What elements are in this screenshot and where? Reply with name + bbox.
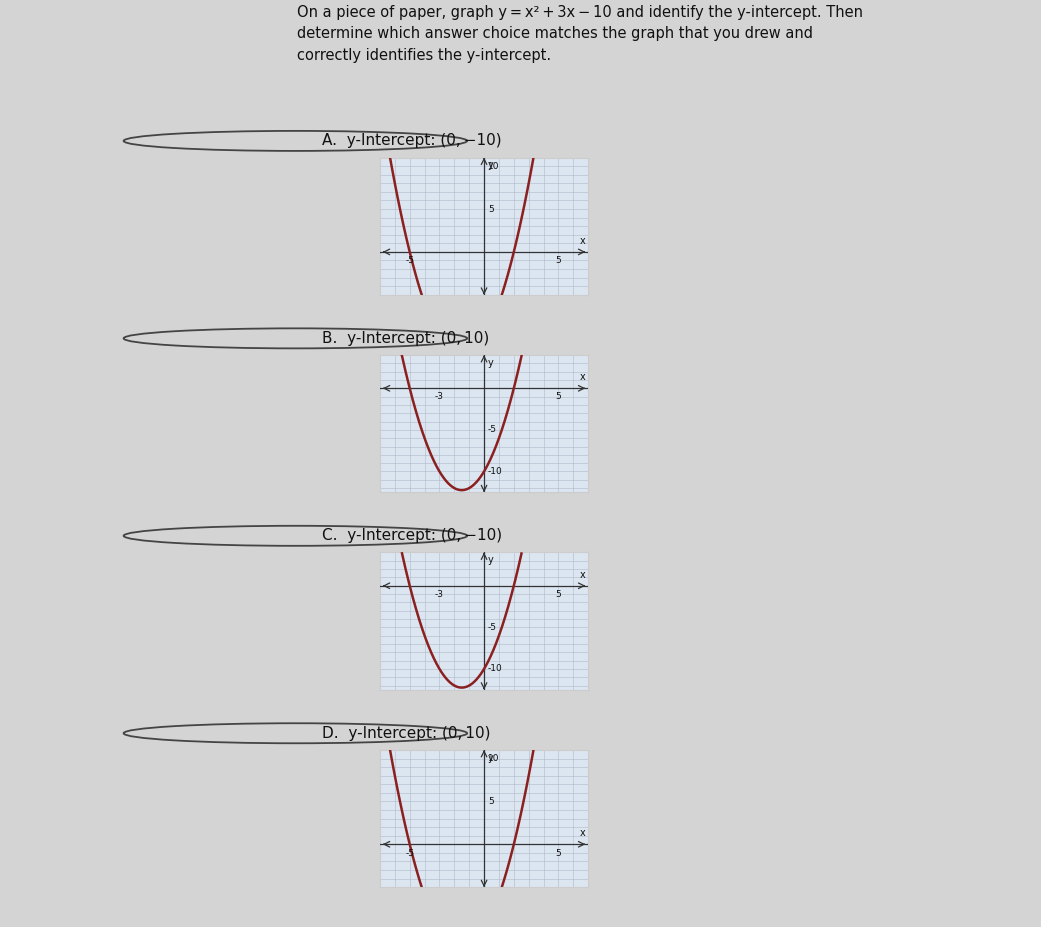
Text: -10: -10	[488, 665, 503, 673]
Text: y: y	[488, 358, 493, 367]
Text: y: y	[488, 753, 493, 763]
Text: 5: 5	[556, 256, 561, 265]
Text: A.  y-Intercept: (0, −10): A. y-Intercept: (0, −10)	[323, 133, 502, 148]
Text: -3: -3	[435, 590, 443, 599]
Text: 5: 5	[488, 205, 493, 213]
Text: D.  y-Intercept: (0, 10): D. y-Intercept: (0, 10)	[323, 726, 490, 741]
Text: -10: -10	[488, 467, 503, 476]
Text: -3: -3	[435, 392, 443, 401]
Text: 5: 5	[488, 797, 493, 806]
Text: y: y	[488, 555, 493, 565]
Text: x: x	[580, 372, 586, 382]
Text: 10: 10	[488, 754, 500, 763]
Text: -5: -5	[488, 425, 497, 435]
Text: x: x	[580, 235, 586, 246]
Text: x: x	[580, 828, 586, 838]
Text: 5: 5	[556, 392, 561, 401]
Text: -5: -5	[405, 256, 414, 265]
Text: 5: 5	[556, 590, 561, 599]
Text: -5: -5	[405, 848, 414, 857]
Text: -5: -5	[488, 623, 497, 632]
Text: x: x	[580, 569, 586, 579]
Text: 5: 5	[556, 848, 561, 857]
Text: On a piece of paper, graph y = x² + 3x − 10 and identify the y-intercept. Then
d: On a piece of paper, graph y = x² + 3x −…	[297, 5, 863, 63]
Text: y: y	[488, 160, 493, 171]
Text: C.  y-Intercept: (0, −10): C. y-Intercept: (0, −10)	[323, 528, 503, 543]
Text: 10: 10	[488, 161, 500, 171]
Text: B.  y-Intercept: (0, 10): B. y-Intercept: (0, 10)	[323, 331, 489, 346]
